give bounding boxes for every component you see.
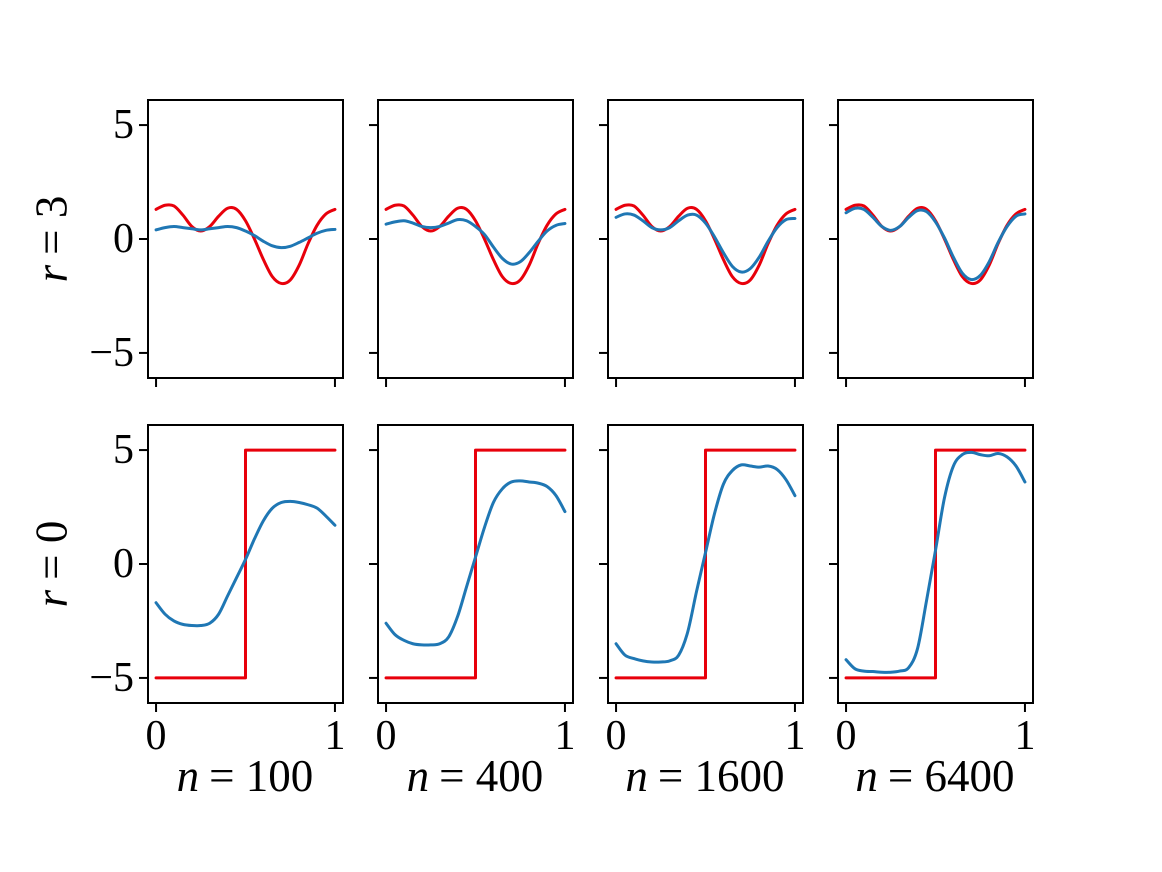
estimate-line: [844, 450, 1027, 674]
row-0-variable: r: [26, 264, 77, 283]
x-tick-label: 0: [145, 713, 167, 759]
y-tick-label: 0: [113, 216, 134, 262]
true-function-line: [614, 448, 797, 680]
axes-box: [607, 99, 804, 379]
col-3-value: = 6400: [887, 751, 1015, 801]
x-tick-label: 1: [784, 713, 806, 759]
row-1-variable: r: [26, 589, 77, 608]
x-tick-label: 0: [605, 713, 627, 759]
col-1-value: = 400: [439, 751, 544, 801]
col-0-variable: n: [176, 751, 200, 801]
true-function-line: [154, 448, 337, 680]
x-tick-label: 1: [324, 713, 346, 759]
x-tick-label: 0: [835, 713, 857, 759]
estimate-line: [154, 499, 337, 628]
subplot-row0-col0: [139, 99, 344, 387]
y-axis-label-row-1: r = 0: [26, 520, 77, 608]
col-1-variable: n: [406, 751, 430, 801]
estimate-line: [844, 206, 1027, 282]
y-tick-label: 5: [113, 102, 134, 149]
true-function-line: [384, 448, 567, 680]
true-function-line: [844, 448, 1027, 680]
y-tick-label: 5: [113, 427, 134, 474]
x-tick-label: 1: [554, 713, 576, 759]
x-axis-label-col-1: n = 400: [407, 754, 544, 799]
axes-box: [377, 99, 574, 379]
estimate-line: [154, 224, 337, 250]
subplot-row0-col1: [369, 99, 574, 387]
subplot-row1-col3: [829, 424, 1034, 712]
estimate-line: [614, 212, 797, 274]
true-function-line: [384, 203, 567, 286]
axes-box: [837, 99, 1034, 379]
col-0-value: = 100: [209, 751, 314, 801]
estimate-line: [384, 479, 567, 647]
estimate-line: [384, 217, 567, 266]
x-axis-label-col-2: n = 1600: [625, 754, 784, 799]
x-tick-label: 1: [1014, 713, 1036, 759]
col-2-value: = 1600: [657, 751, 785, 801]
subplot-row1-col1: [369, 424, 574, 712]
y-tick-label: −5: [89, 329, 134, 376]
true-function-line: [154, 203, 337, 286]
y-axis-label-row-0: r = 3: [26, 195, 77, 283]
col-3-variable: n: [855, 751, 878, 801]
subplot-row1-col2: [599, 424, 804, 712]
col-2-variable: n: [625, 751, 648, 801]
estimate-line: [614, 463, 797, 664]
subplot-row0-col3: [829, 99, 1034, 387]
subplot-row0-col2: [599, 99, 804, 387]
x-axis-label-col-0: n = 100: [177, 754, 314, 799]
x-tick-label: 0: [375, 713, 397, 759]
y-tick-label: −5: [89, 654, 134, 701]
x-axis-label-col-3: n = 6400: [855, 754, 1014, 799]
axes-box: [147, 99, 344, 379]
row-0-value: = 3: [26, 195, 77, 255]
y-tick-label: 0: [113, 541, 134, 587]
row-1-value: = 0: [26, 520, 77, 580]
subplot-row1-col0: [139, 424, 344, 712]
